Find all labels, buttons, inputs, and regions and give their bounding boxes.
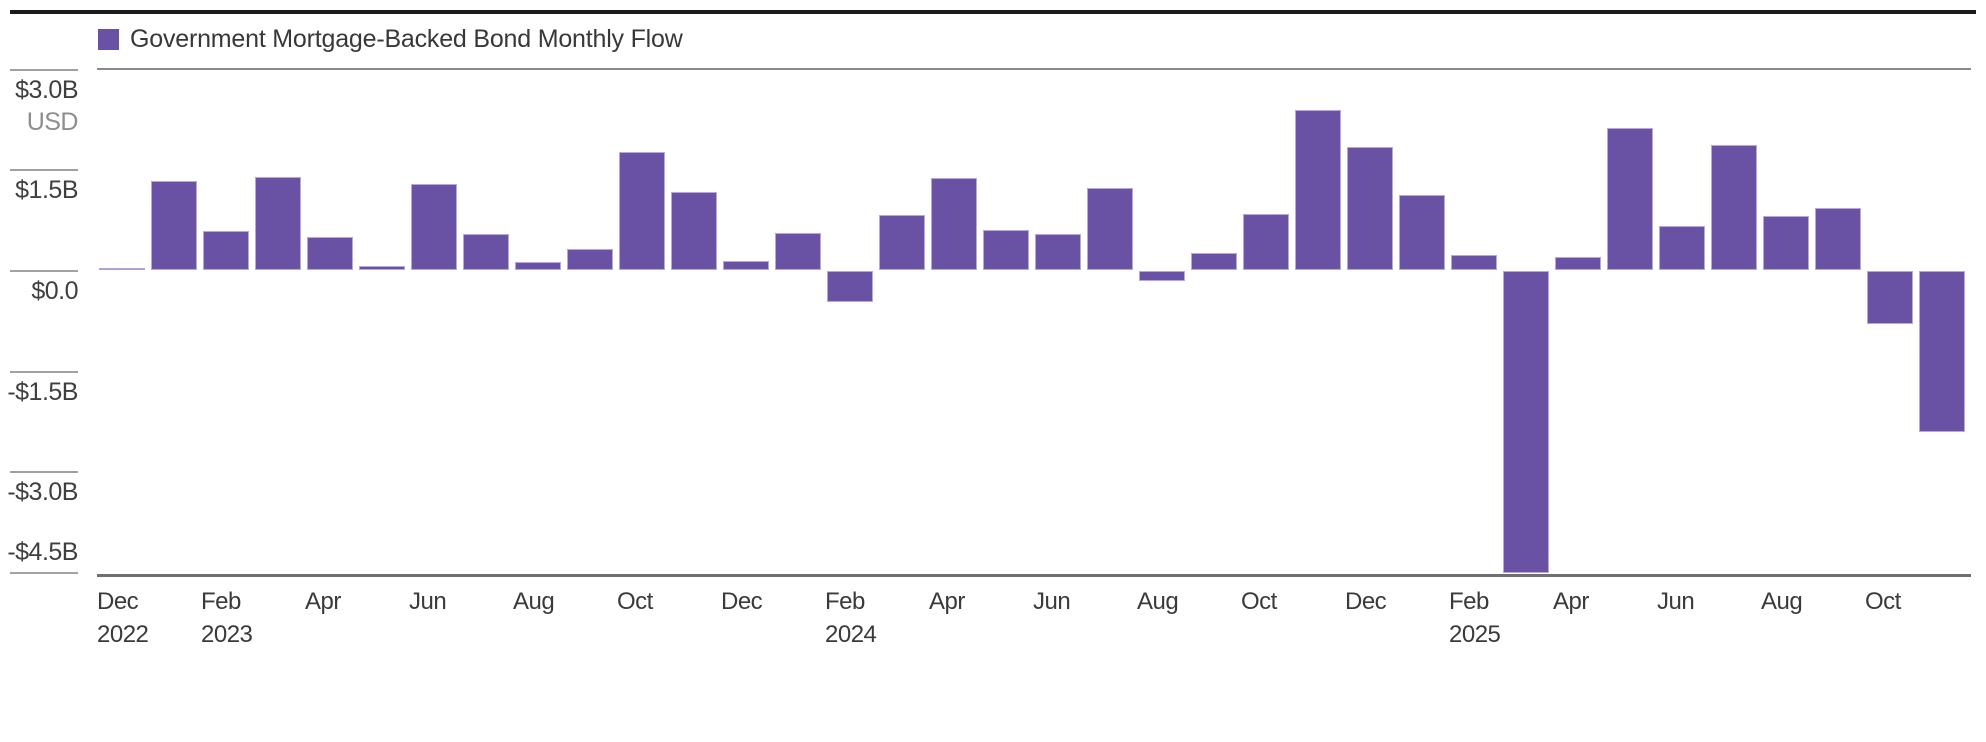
x-axis-month-label: Apr: [1553, 588, 1589, 615]
x-axis-month-label: Aug: [513, 588, 555, 615]
x-axis-month-label: Jun: [1033, 588, 1071, 615]
bar-dec-2022[interactable]: [99, 268, 145, 270]
bar-sep-2023[interactable]: [567, 249, 613, 270]
y-axis-tick-label: -$4.5B: [7, 538, 78, 566]
x-axis-month-label: Jun: [1657, 588, 1695, 615]
bar-dec-2024[interactable]: [1347, 147, 1393, 270]
x-axis-month-label: Apr: [305, 588, 341, 615]
x-axis-month-label: Feb: [825, 588, 865, 615]
bar-jun-2023[interactable]: [411, 184, 457, 270]
y-axis-tick: [10, 270, 78, 272]
bar-oct-2025[interactable]: [1867, 271, 1913, 324]
bar-nov-2023[interactable]: [671, 192, 717, 270]
bar-oct-2024[interactable]: [1243, 214, 1289, 270]
bar-may-2025[interactable]: [1607, 128, 1653, 270]
x-axis-month-label: Dec: [1345, 588, 1387, 615]
bar-may-2024[interactable]: [983, 230, 1029, 270]
x-axis-month-label: Jun: [409, 588, 447, 615]
y-axis-tick-label: $0.0: [31, 277, 78, 305]
x-axis-line: [97, 574, 1971, 577]
x-axis-year-label: 2025: [1449, 621, 1501, 648]
x-axis-year-label: 2023: [201, 621, 253, 648]
page-top-rule: [10, 10, 1976, 14]
bar-nov-2025[interactable]: [1919, 271, 1965, 432]
y-axis-tick-label: $1.5B: [15, 176, 78, 204]
bar-sep-2025[interactable]: [1815, 208, 1861, 270]
bar-jul-2023[interactable]: [463, 234, 509, 270]
x-axis-month-label: Dec: [97, 588, 139, 615]
bar-feb-2025[interactable]: [1451, 255, 1497, 270]
legend-label: Government Mortgage-Backed Bond Monthly …: [130, 24, 683, 53]
x-axis-month-label: Dec: [721, 588, 763, 615]
bar-mar-2025[interactable]: [1503, 271, 1549, 573]
bar-aug-2024[interactable]: [1139, 271, 1185, 281]
bar-jun-2024[interactable]: [1035, 234, 1081, 270]
bar-jul-2025[interactable]: [1711, 145, 1757, 270]
bar-feb-2023[interactable]: [203, 231, 249, 270]
x-axis-month-label: Oct: [617, 588, 653, 615]
bar-aug-2025[interactable]: [1763, 216, 1809, 270]
y-axis-tick: [10, 69, 78, 71]
bar-jan-2024[interactable]: [775, 233, 821, 270]
plot-top-border: [97, 68, 1971, 70]
y-axis-tick: [10, 169, 78, 171]
bar-feb-2024[interactable]: [827, 271, 873, 302]
x-axis-month-label: Aug: [1137, 588, 1179, 615]
x-axis-month-label: Oct: [1865, 588, 1901, 615]
bar-sep-2024[interactable]: [1191, 253, 1237, 270]
bar-apr-2023[interactable]: [307, 237, 353, 270]
bar-aug-2023[interactable]: [515, 262, 561, 270]
bar-jan-2023[interactable]: [151, 181, 197, 270]
bar-may-2023[interactable]: [359, 266, 405, 270]
bar-jul-2024[interactable]: [1087, 188, 1133, 270]
bar-nov-2024[interactable]: [1295, 110, 1341, 270]
bar-apr-2024[interactable]: [931, 178, 977, 270]
legend-swatch-icon: [98, 28, 119, 50]
y-axis-tick: [10, 572, 78, 574]
x-axis-month-label: Feb: [1449, 588, 1489, 615]
y-axis-tick: [10, 371, 78, 373]
y-axis-tick: [10, 471, 78, 473]
x-axis-month-label: Aug: [1761, 588, 1803, 615]
bar-apr-2025[interactable]: [1555, 257, 1601, 270]
y-axis-unit-label: USD: [26, 108, 79, 136]
y-axis-tick-label: $3.0B: [15, 76, 78, 104]
bar-jan-2025[interactable]: [1399, 195, 1445, 270]
x-axis-month-label: Oct: [1241, 588, 1277, 615]
bar-mar-2024[interactable]: [879, 215, 925, 270]
y-axis-tick-label: -$1.5B: [7, 378, 78, 406]
x-axis-month-label: Feb: [201, 588, 241, 615]
y-axis-tick-label: -$3.0B: [7, 478, 78, 506]
x-axis-year-label: 2022: [97, 621, 149, 648]
x-axis-year-label: 2024: [825, 621, 877, 648]
x-axis-month-label: Apr: [929, 588, 965, 615]
bar-dec-2023[interactable]: [723, 261, 769, 270]
bar-oct-2023[interactable]: [619, 152, 665, 270]
bar-mar-2023[interactable]: [255, 177, 301, 270]
bar-jun-2025[interactable]: [1659, 226, 1705, 270]
legend-item[interactable]: Government Mortgage-Backed Bond Monthly …: [98, 22, 683, 56]
